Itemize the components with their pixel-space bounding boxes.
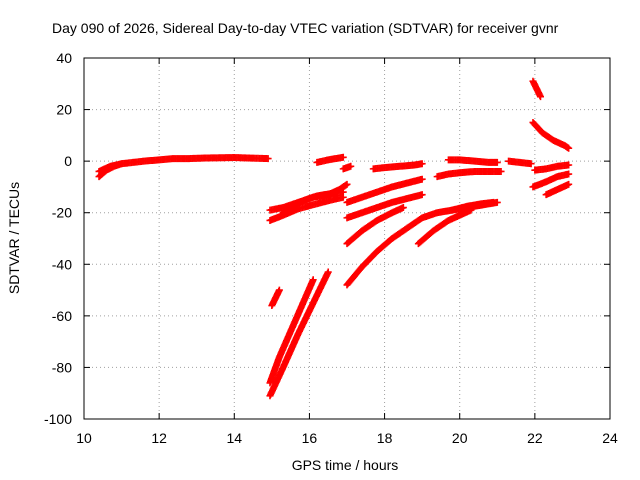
data-point (418, 191, 426, 199)
data-series (266, 276, 317, 387)
data-point (497, 167, 505, 175)
data-series (505, 157, 535, 168)
data-series (268, 286, 283, 310)
data-series (343, 175, 426, 206)
y-tick-label: -40 (52, 256, 72, 272)
data-point (118, 160, 126, 168)
x-tick-label: 24 (602, 430, 618, 446)
data-series (279, 188, 347, 217)
y-tick-label: 20 (56, 102, 72, 118)
data-point (527, 160, 535, 168)
data-point (565, 161, 573, 169)
data-point (264, 155, 272, 163)
x-tick-label: 18 (377, 430, 393, 446)
y-axis-title: SDTVAR / TECUs (6, 182, 22, 294)
chart-title: Day 090 of 2026, Sidereal Day-to-day VTE… (52, 20, 559, 36)
data-series (339, 162, 355, 173)
data-point (343, 180, 351, 188)
x-tick-label: 10 (76, 430, 92, 446)
axis-ticks (83, 57, 611, 420)
data-point (565, 170, 573, 178)
y-tick-label: -60 (52, 308, 72, 324)
data-series (343, 191, 426, 222)
data-point (418, 175, 426, 183)
data-series (95, 160, 126, 175)
tick-labels: 10 12 14 16 18 20 22 24 -100 -80 -60 -40 -20 0 20 40 (44, 50, 618, 446)
data-series (414, 206, 475, 248)
data-point (490, 198, 498, 206)
data-point (309, 276, 317, 284)
x-tick-label: 12 (151, 430, 167, 446)
y-tick-label: -100 (44, 411, 72, 427)
data-point (347, 162, 355, 170)
data-series (448, 198, 498, 214)
data-point (565, 180, 573, 188)
data-point (399, 204, 407, 212)
data-series (433, 167, 505, 181)
data-series (529, 77, 544, 101)
data-series (266, 193, 347, 224)
data-points (95, 77, 573, 400)
data-series (444, 156, 501, 166)
x-tick-label: 14 (226, 430, 242, 446)
data-series (313, 153, 347, 166)
data-point (536, 93, 544, 101)
x-tick-label: 16 (302, 430, 318, 446)
data-point (339, 153, 347, 161)
data-series (369, 160, 426, 173)
x-tick-label: 22 (527, 430, 543, 446)
data-series (343, 204, 407, 248)
y-tick-label: 40 (56, 50, 72, 66)
x-axis-title: GPS time / hours (292, 457, 399, 473)
data-series (95, 154, 272, 181)
data-point (565, 144, 573, 152)
data-point (493, 158, 501, 166)
x-tick-label: 20 (452, 430, 468, 446)
grid (84, 58, 610, 419)
y-tick-label: 0 (64, 153, 72, 169)
data-series (266, 268, 332, 400)
data-point (418, 160, 426, 168)
data-series (542, 180, 573, 199)
y-tick-label: -20 (52, 205, 72, 221)
data-point (275, 286, 283, 294)
y-tick-label: -80 (52, 359, 72, 375)
data-series (529, 118, 573, 152)
data-point (339, 188, 347, 196)
data-series (531, 161, 573, 174)
data-series (529, 170, 573, 191)
plot-frame (83, 57, 611, 420)
data-point (324, 268, 332, 276)
